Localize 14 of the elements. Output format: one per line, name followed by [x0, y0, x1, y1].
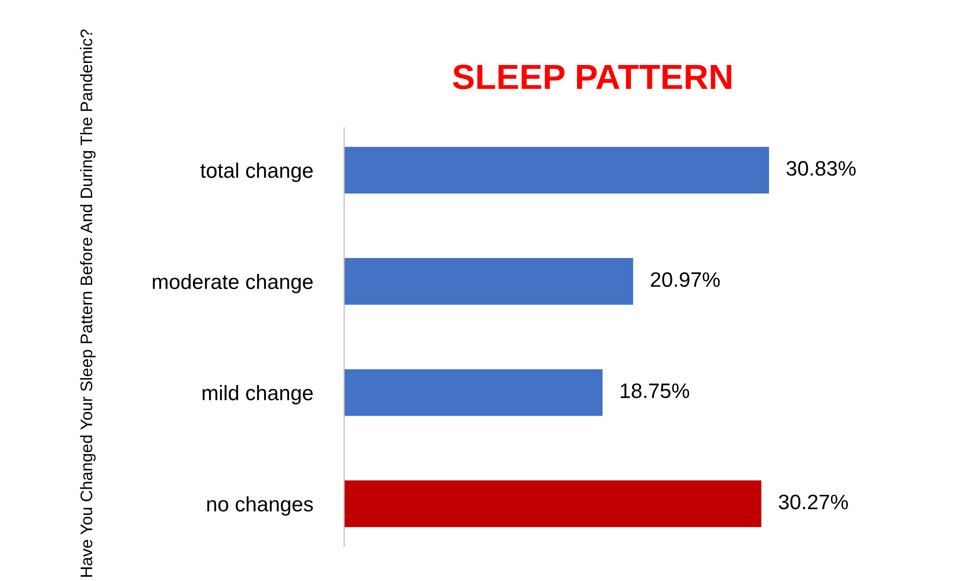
data-label: 20.97%	[650, 272, 720, 287]
data-label: 18.75%	[620, 383, 690, 398]
y-tick-label: mild change	[202, 385, 313, 404]
data-label: 30.83%	[786, 161, 856, 176]
bar	[344, 480, 762, 528]
chart-title: SLEEP PATTERN	[452, 64, 732, 90]
data-label: 30.27%	[778, 494, 848, 510]
bar	[344, 369, 603, 416]
y-tick-label: total change	[200, 162, 313, 182]
y-tick-label: no changes	[207, 496, 313, 516]
bar	[344, 258, 634, 305]
y-axis-title: Have You Changed Your Sleep Pattern Before And During The Pandemic?	[80, 30, 96, 577]
bar	[344, 146, 770, 194]
y-tick-label: moderate change	[152, 274, 313, 294]
